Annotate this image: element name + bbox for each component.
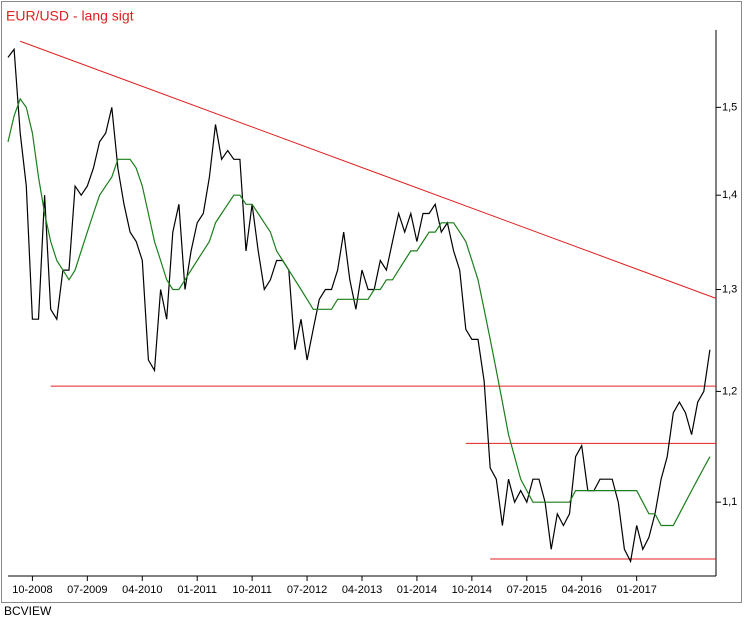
price-line — [7, 97, 711, 527]
x-tick-label: 10-2011 — [232, 584, 272, 596]
x-tick-label: 01-2011 — [177, 584, 217, 596]
y-tick-label: 1,4 — [722, 189, 737, 201]
x-tick-label: 07-2009 — [67, 584, 107, 596]
chart-title: EUR/USD - lang sigt — [6, 8, 134, 24]
y-tick-label: 1,2 — [722, 385, 737, 397]
x-tick-label: 01-2014 — [397, 584, 437, 596]
x-tick-label: 04-2016 — [562, 584, 602, 596]
x-tick-label: 04-2010 — [122, 584, 162, 596]
y-tick-label: 1,1 — [722, 496, 737, 508]
reference-line — [20, 40, 717, 299]
x-tick-label: 07-2015 — [507, 584, 547, 596]
x-tick-label: 10-2008 — [12, 584, 52, 596]
x-tick-label: 04-2013 — [342, 584, 382, 596]
x-tick-label: 07-2012 — [287, 584, 327, 596]
frame — [1, 1, 742, 603]
x-tick-label: 01-2017 — [616, 584, 656, 596]
x-tick-label: 10-2014 — [452, 584, 492, 596]
source-label: BCVIEW — [4, 604, 52, 618]
y-tick-label: 1,5 — [722, 101, 737, 113]
y-tick-label: 1,3 — [722, 283, 737, 295]
price-line — [7, 47, 711, 564]
